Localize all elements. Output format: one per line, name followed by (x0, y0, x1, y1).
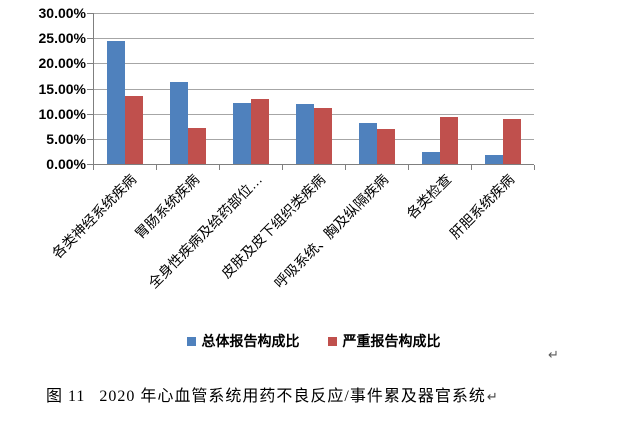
y-axis-tick-label: 5.00% (46, 130, 86, 147)
bar-overall (232, 102, 251, 164)
y-axis-tick (87, 164, 93, 165)
legend-color-swatch (186, 336, 196, 346)
bar-chart[interactable]: 0.00% 5.00% 10.00% 15.00% 20.00% 25.00% 30.00%… (0, 0, 626, 375)
y-axis-tick-label: 20.00% (38, 55, 86, 72)
legend-series-label: 严重报告构成比 (342, 333, 441, 349)
x-axis-tick (534, 165, 535, 170)
figure-caption: 图 11 2020 年心血管系统用药不良反应/事件累及器官系统↵ (46, 386, 606, 409)
x-axis-tick (219, 165, 220, 170)
x-axis-tick (156, 165, 157, 170)
y-axis-tick-label: 0.00% (46, 156, 86, 172)
y-axis-tick-label: 10.00% (38, 105, 86, 122)
figure-number: 图 11 (46, 388, 86, 405)
x-axis-category-label: 肝胆系统疾病 (446, 171, 517, 242)
chart-legend: 总体报告构成比 严重报告构成比 (93, 332, 534, 350)
x-axis-line (93, 164, 534, 165)
y-axis-tick (87, 88, 93, 90)
y-axis-tick-label: 25.00% (38, 30, 86, 47)
bar-serious (250, 98, 269, 164)
legend-color-swatch (327, 336, 337, 346)
paragraph-mark: ↵ (548, 348, 559, 363)
x-axis-tick (93, 165, 94, 170)
gridline (93, 13, 534, 14)
bar-serious (313, 108, 332, 164)
bar-overall (295, 104, 314, 164)
bar-overall (169, 81, 188, 164)
bar-serious (124, 96, 143, 164)
gridline (93, 38, 534, 40)
y-axis-tick (87, 138, 93, 140)
bar-overall (106, 41, 125, 164)
bar-overall (421, 151, 440, 164)
y-axis-tick (87, 113, 93, 115)
legend-item: 严重报告构成比 (327, 331, 441, 351)
bar-serious (502, 119, 521, 164)
bar-overall (484, 155, 503, 164)
y-axis-tick (87, 13, 93, 14)
gridline (93, 63, 534, 65)
plot-area: 0.00% 5.00% 10.00% 15.00% 20.00% 25.00% 30.00%… (38, 5, 535, 291)
y-axis-tick-label: 15.00% (38, 80, 86, 97)
bar-overall (358, 122, 377, 164)
bar-serious (439, 116, 458, 164)
bar-serious (187, 128, 206, 164)
bar-serious (376, 128, 395, 164)
y-axis-tick-label: 30.00% (38, 5, 86, 21)
x-axis-tick (408, 165, 409, 170)
x-axis-tick (471, 165, 472, 170)
y-axis-line (93, 13, 94, 165)
legend-series-label: 总体报告构成比 (201, 333, 300, 349)
x-axis-tick (282, 165, 283, 170)
return-mark: ↵ (486, 390, 498, 405)
figure-caption-text: 2020 年心血管系统用药不良反应/事件累及器官系统 (99, 388, 486, 405)
y-axis-tick (87, 38, 93, 40)
x-axis-tick (345, 165, 346, 170)
legend-item: 总体报告构成比 (186, 331, 300, 351)
gridline (93, 88, 534, 90)
y-axis-tick (87, 63, 93, 65)
